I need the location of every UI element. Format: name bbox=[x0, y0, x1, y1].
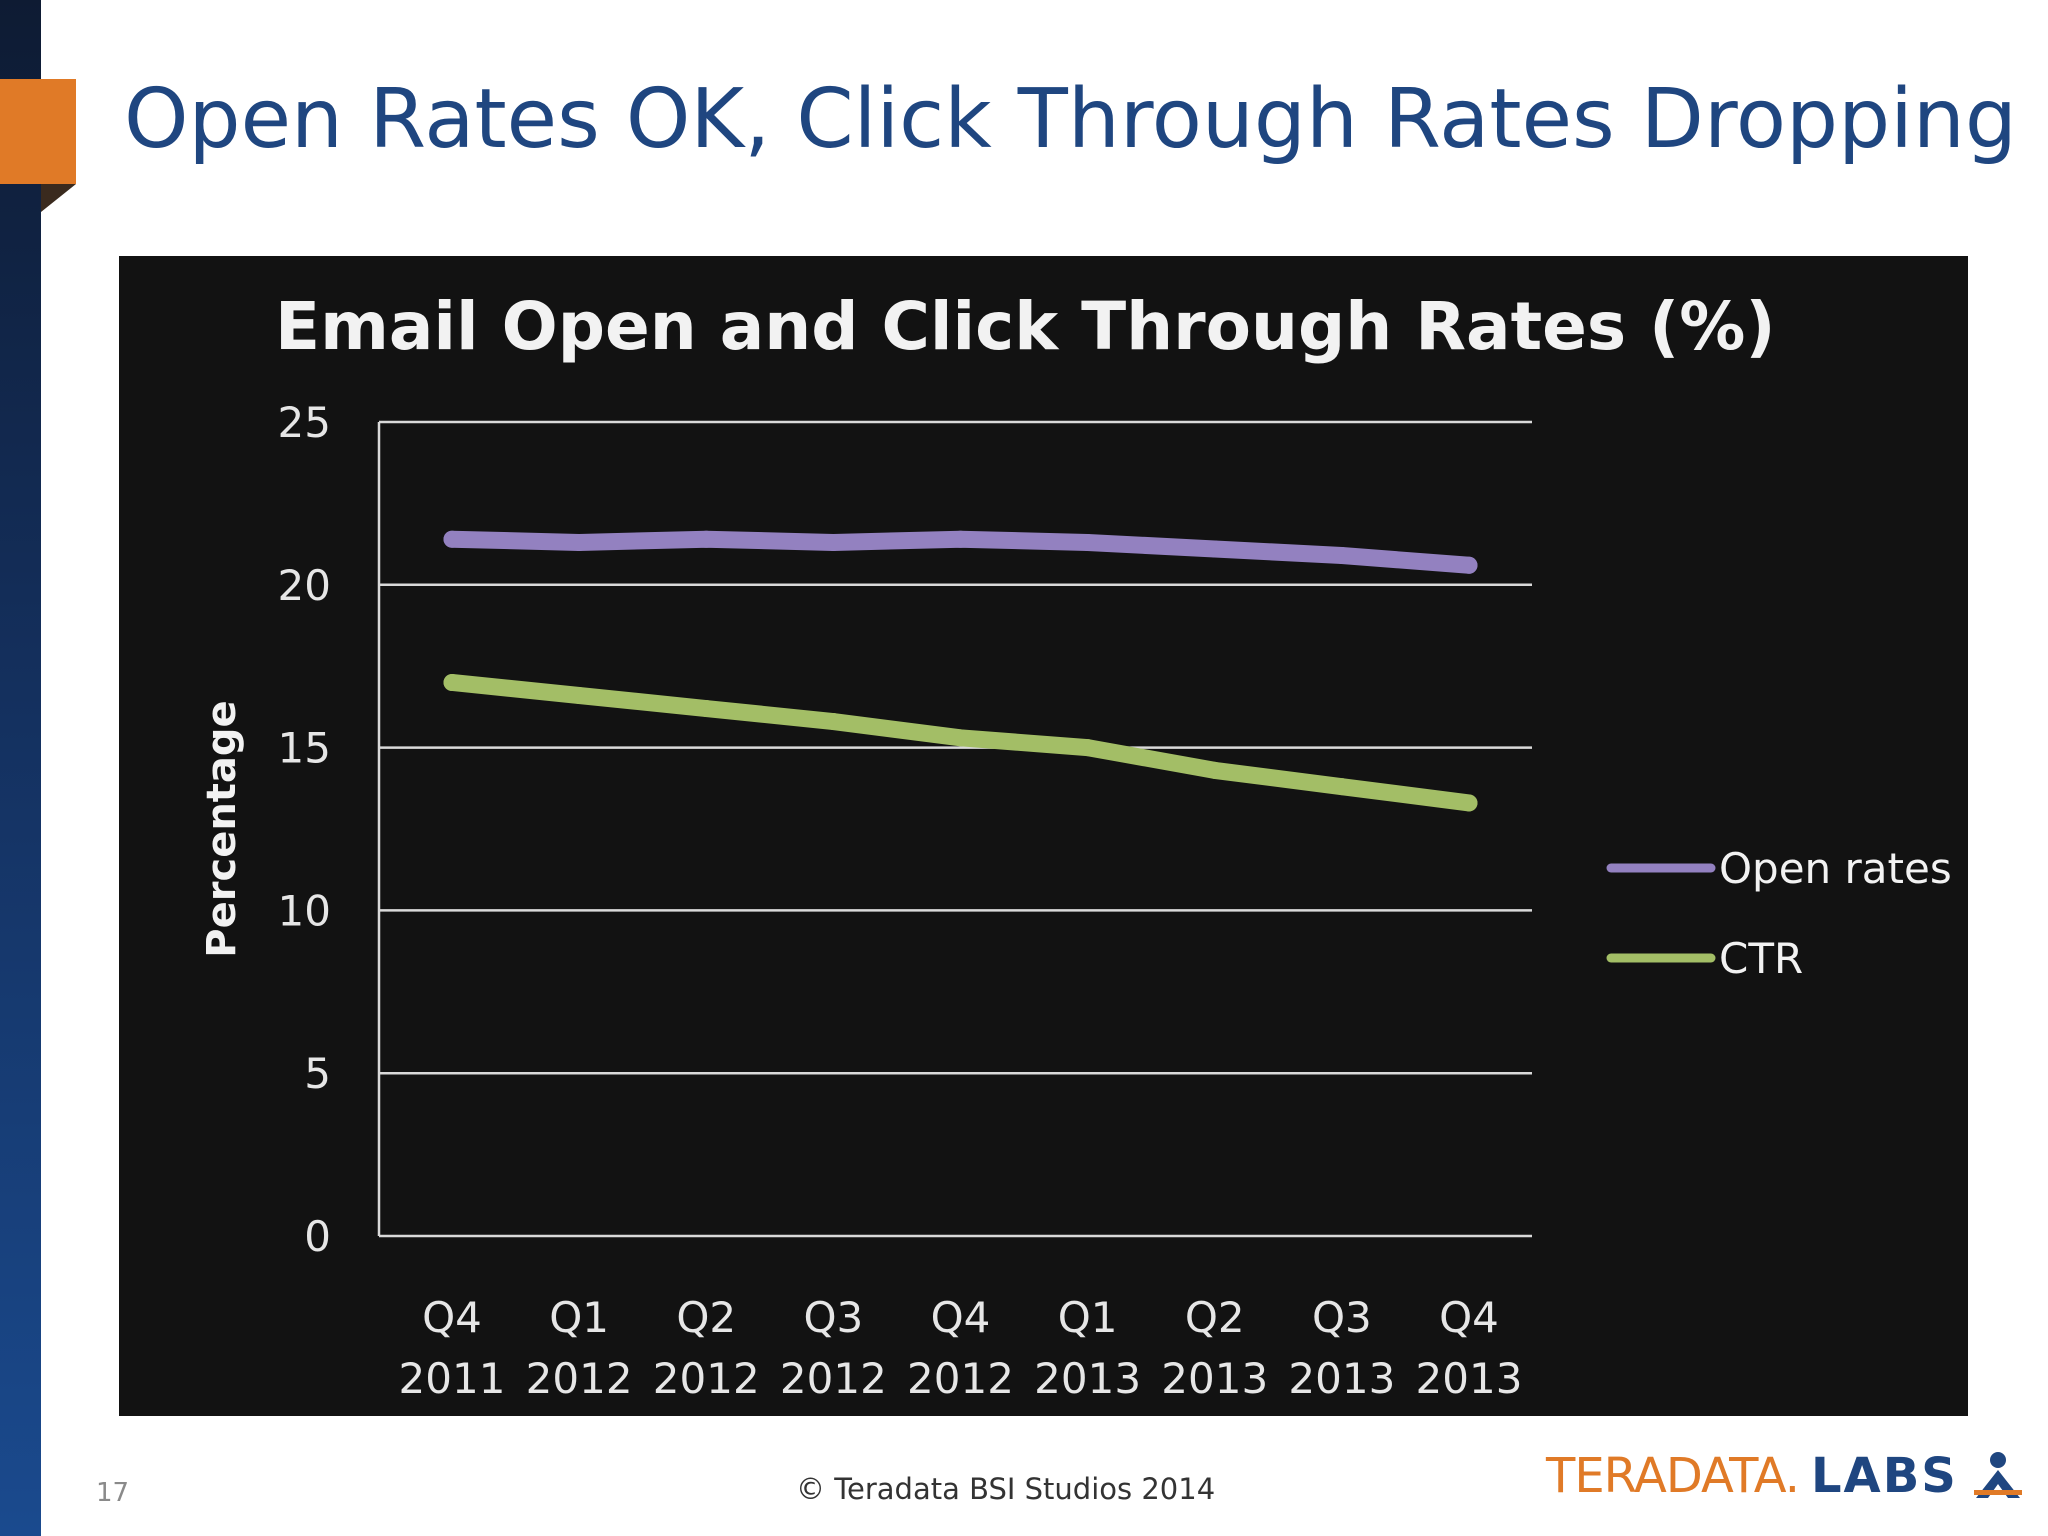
title-marker-tab bbox=[0, 79, 76, 184]
x-tick-label-quarter: Q1 bbox=[1058, 1293, 1118, 1342]
data-point bbox=[1333, 778, 1351, 796]
x-tick-label-quarter: Q4 bbox=[422, 1293, 482, 1342]
x-tick-label-quarter: Q4 bbox=[1439, 1293, 1499, 1342]
data-point bbox=[952, 530, 969, 548]
legend-label: Open rates bbox=[1719, 844, 1952, 893]
data-point bbox=[1460, 794, 1478, 812]
x-tick-label-quarter: Q2 bbox=[1185, 1293, 1245, 1342]
x-tick-label-year: 2012 bbox=[526, 1354, 633, 1403]
logo-mark-icon bbox=[1973, 1452, 2022, 1498]
y-axis-label: Percentage bbox=[199, 700, 245, 957]
y-tick-label: 15 bbox=[278, 724, 331, 773]
x-tick-label-quarter: Q3 bbox=[803, 1293, 863, 1342]
x-tick-label-year: 2012 bbox=[907, 1354, 1014, 1403]
data-point bbox=[1079, 533, 1097, 551]
x-tick-label-quarter: Q4 bbox=[931, 1293, 991, 1342]
x-tick-label-year: 2011 bbox=[399, 1354, 506, 1403]
x-tick-label-quarter: Q2 bbox=[676, 1293, 736, 1342]
y-tick-label: 5 bbox=[304, 1049, 331, 1098]
x-tick-label-year: 2012 bbox=[780, 1354, 887, 1403]
legend-label: CTR bbox=[1719, 934, 1803, 983]
data-point bbox=[443, 673, 461, 691]
data-point bbox=[697, 700, 715, 718]
x-tick-label-year: 2013 bbox=[1161, 1354, 1268, 1403]
y-tick-label: 0 bbox=[304, 1212, 331, 1261]
line-chart: 0 5 10 15 20 25 Percentage Q4 2011 Q1 2012 Q2 2012 Q3… bbox=[199, 398, 1952, 1403]
x-tick-label-year: 2013 bbox=[1416, 1354, 1523, 1403]
data-point bbox=[1079, 739, 1097, 757]
chart-title: Email Open and Click Through Rates (%) bbox=[275, 288, 1776, 365]
title-marker-fold bbox=[41, 184, 76, 212]
y-tick-label: 25 bbox=[278, 398, 331, 447]
y-tick-label: 10 bbox=[278, 886, 331, 935]
slide-title: Open Rates OK, Click Through Rates Dropp… bbox=[124, 72, 2017, 167]
chart-panel: Email Open and Click Through Rates (%) 0… bbox=[119, 256, 1968, 1416]
x-tick-label-year: 2013 bbox=[1034, 1354, 1141, 1403]
copyright-notice: © Teradata BSI Studios 2014 bbox=[796, 1472, 1216, 1506]
x-tick-label-year: 2012 bbox=[653, 1354, 760, 1403]
data-point bbox=[824, 533, 842, 551]
left-accent-bar bbox=[0, 0, 41, 1536]
logo-teradata-text: TERADATA. bbox=[1546, 1448, 1800, 1504]
data-point bbox=[1206, 540, 1224, 558]
data-point bbox=[1333, 546, 1351, 564]
data-point bbox=[824, 713, 842, 731]
y-tick-label: 20 bbox=[278, 561, 331, 610]
data-point bbox=[570, 533, 588, 551]
page-number: 17 bbox=[96, 1478, 130, 1508]
data-point bbox=[1460, 556, 1478, 574]
data-point bbox=[952, 729, 969, 747]
data-point bbox=[1206, 761, 1224, 779]
data-point bbox=[697, 530, 715, 548]
x-tick-label-quarter: Q1 bbox=[549, 1293, 609, 1342]
data-point bbox=[443, 530, 461, 548]
x-tick-label-year: 2013 bbox=[1288, 1354, 1395, 1403]
x-tick-label-quarter: Q3 bbox=[1312, 1293, 1372, 1342]
logo-labs-text: LABS bbox=[1810, 1448, 1958, 1504]
data-point bbox=[570, 687, 588, 705]
teradata-labs-logo: TERADATA. LABS bbox=[1546, 1448, 2026, 1504]
